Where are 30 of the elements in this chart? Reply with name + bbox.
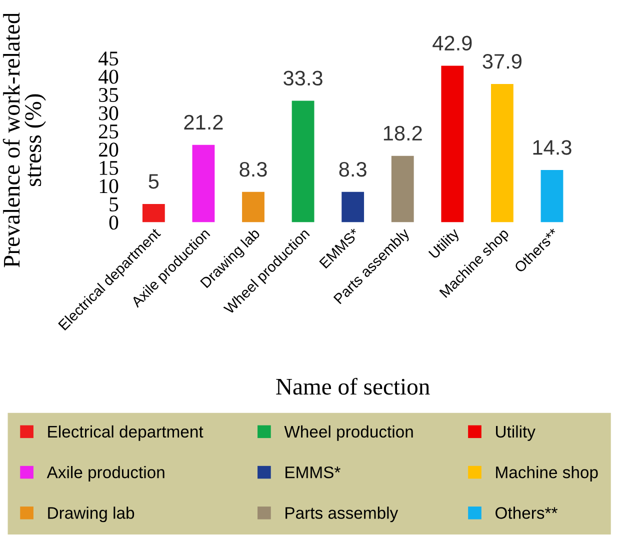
y-tick-label: 0 bbox=[109, 216, 118, 230]
data-label: 21.2 bbox=[184, 114, 223, 130]
y-tick-label: 45 bbox=[98, 52, 118, 66]
y-tick-label: 40 bbox=[98, 70, 118, 84]
x-axis-title: Name of section bbox=[276, 378, 430, 395]
legend-label: Machine shop bbox=[496, 466, 598, 482]
y-tick-label: 15 bbox=[100, 160, 118, 175]
data-label: 33.3 bbox=[284, 70, 322, 86]
data-label: 5 bbox=[148, 174, 159, 189]
legend-label: EMMS* bbox=[286, 466, 340, 478]
y-tick-label: 25 bbox=[99, 124, 118, 138]
legend-label: Axile production bbox=[46, 466, 164, 482]
y-tick-label: 30 bbox=[99, 106, 118, 120]
data-label: 14.3 bbox=[533, 140, 572, 155]
data-label: 8.3 bbox=[240, 162, 267, 177]
y-tick-label: 5 bbox=[110, 198, 118, 212]
data-label: 8.3 bbox=[339, 162, 366, 177]
y-tick-label: 35 bbox=[99, 88, 118, 102]
legend-label: Parts assembly bbox=[286, 506, 398, 522]
data-label: 42.9 bbox=[432, 36, 472, 51]
y-tick-label: 10 bbox=[100, 179, 118, 194]
data-label: 18.2 bbox=[384, 126, 422, 141]
y-axis-title: Prevalence of work-related stress (%) bbox=[2, 12, 46, 268]
data-label: 37.9 bbox=[482, 54, 522, 69]
legend-label: Drawing lab bbox=[48, 506, 134, 522]
legend-label: Others** bbox=[496, 506, 558, 519]
legend-label: Electrical department bbox=[48, 425, 204, 441]
legend-label: Wheel production bbox=[284, 425, 413, 441]
legend-label: Utility bbox=[496, 425, 536, 441]
y-tick-label: 20 bbox=[99, 142, 118, 157]
